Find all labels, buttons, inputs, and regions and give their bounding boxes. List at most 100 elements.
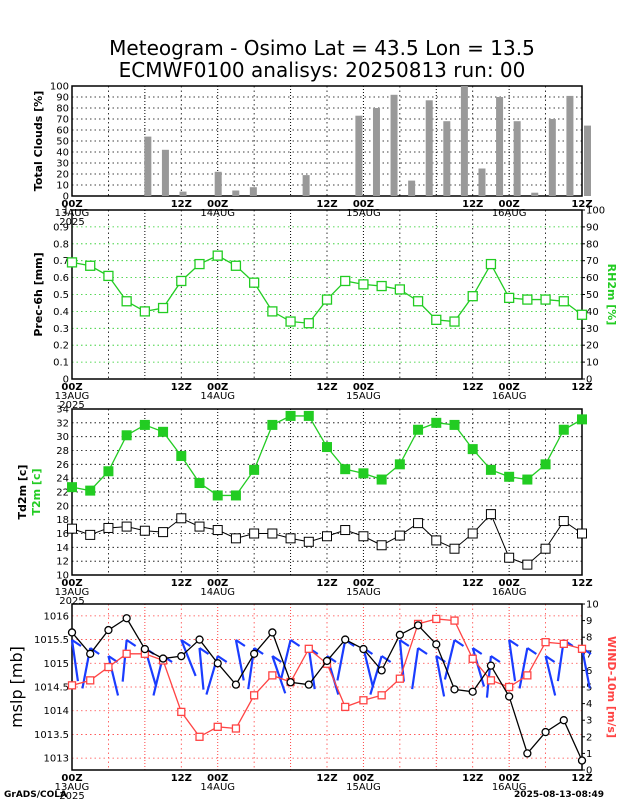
wind-barb [518, 647, 529, 689]
cloud-bar [408, 180, 416, 196]
y-tick-label: 60 [56, 126, 69, 137]
y-axis-label-2: T2m [c] [30, 468, 43, 515]
y-tick-label: 50 [56, 137, 69, 148]
y-tick-label-right: 60 [586, 273, 599, 284]
t2m-point [467, 444, 478, 455]
y-tick-label: 14 [56, 543, 69, 554]
y-tick-label: 1014 [44, 706, 69, 717]
wind-barb [443, 639, 456, 680]
cloud-bar [566, 95, 574, 196]
wind-barb [70, 639, 79, 682]
mslp-point [395, 630, 405, 639]
wind-barb [271, 655, 287, 694]
y-tick-label: 0.6 [53, 273, 69, 284]
td2m-point [485, 509, 496, 520]
x-tick-label: 12Z [316, 199, 337, 210]
wind-barb-flag [89, 647, 100, 655]
y-tick-label-right: 2 [586, 732, 592, 743]
td2m-point [449, 543, 460, 554]
panel-pressure_wind: 10131013.510141014.510151015.51016012345… [7, 600, 618, 800]
wind-point [395, 674, 405, 683]
y-tick-label-right: 100 [586, 206, 605, 217]
y-tick-label-right: 7 [586, 649, 592, 660]
wind-barb [435, 655, 446, 697]
y-tick-label: 40 [56, 148, 69, 159]
wind-barb-flag [417, 647, 428, 655]
y-tick-label-right: 10 [586, 600, 599, 611]
x-tick-label: 12Z [462, 382, 483, 393]
rh-point [467, 291, 478, 302]
rh-point [558, 296, 569, 307]
cloud-bar [425, 100, 433, 196]
wind-point [67, 681, 77, 690]
wind-barb-flag [217, 655, 228, 663]
td2m-point [103, 522, 114, 533]
td2m-point [504, 552, 515, 563]
rh-point [485, 258, 497, 270]
y-tick-label: 0.7 [53, 256, 69, 267]
y-tick-label: 1016 [44, 611, 69, 622]
mslp-point [322, 656, 332, 666]
t2m-point [485, 464, 496, 475]
mslp-point [67, 628, 77, 637]
x-tick-label: 00Z [61, 382, 82, 393]
rh-point [194, 258, 205, 270]
y-tick-label-right: 1 [586, 749, 592, 760]
mslp-point [195, 635, 204, 644]
x-day-label: 16AUG [492, 391, 527, 402]
x-year-label: 2025 [59, 400, 84, 411]
x-tick-label: 00Z [353, 199, 374, 210]
cloud-bar [513, 121, 521, 196]
y-tick-label: 22 [56, 488, 69, 499]
x-tick-label: 00Z [499, 578, 520, 589]
panel-frame [71, 209, 583, 380]
y-tick-label-right: 0 [586, 766, 592, 777]
y-tick-label: 12 [56, 557, 69, 568]
wind-barb-flag [526, 647, 537, 655]
rh-point [267, 306, 278, 317]
rh-point [212, 250, 223, 261]
y-tick-label: 0.5 [53, 290, 69, 301]
t2m-point [267, 419, 278, 430]
td2m-point [340, 525, 351, 536]
wind-barb [508, 639, 517, 682]
x-tick-label: 12Z [171, 382, 192, 393]
wind-point [304, 644, 313, 653]
wind-point [559, 639, 568, 648]
wind-barb-flag [544, 655, 556, 663]
wind-point [195, 732, 204, 741]
t2m-point [358, 468, 369, 479]
wind-barb-flag [508, 639, 519, 647]
wind-barb-flag [490, 655, 501, 663]
cloud-bar [161, 149, 169, 196]
td2m-point [577, 528, 587, 539]
y-tick-label: 90 [56, 93, 69, 104]
wind-barb-flag [126, 639, 137, 647]
t2m-point [376, 474, 387, 485]
wind-point [341, 702, 350, 712]
x-tick-label: 12Z [462, 199, 483, 210]
wind-point [268, 671, 277, 680]
rh-point [303, 318, 314, 329]
wind-point [541, 638, 550, 647]
rh-point [431, 314, 442, 326]
y-tick-label: 0.9 [53, 222, 69, 233]
td2m-point [540, 543, 551, 554]
y-tick-label-right: 4 [586, 699, 592, 710]
rh-point [358, 279, 369, 290]
cloud-bar [179, 191, 187, 196]
x-tick-label: 00Z [207, 382, 228, 393]
x-tick-label: 12Z [571, 578, 592, 589]
wind-barb-flag [198, 647, 210, 655]
td2m-point [267, 528, 278, 539]
wind-barb-flag [435, 655, 446, 663]
t2m-point [103, 466, 114, 477]
cloud-bar [214, 171, 222, 196]
cloud-bar [584, 125, 591, 196]
y-tick-label: 18 [56, 515, 69, 526]
rh-point [85, 260, 96, 271]
wind-point [486, 676, 496, 685]
y-tick-label: 0.1 [53, 358, 69, 369]
mslp-point [559, 716, 568, 725]
